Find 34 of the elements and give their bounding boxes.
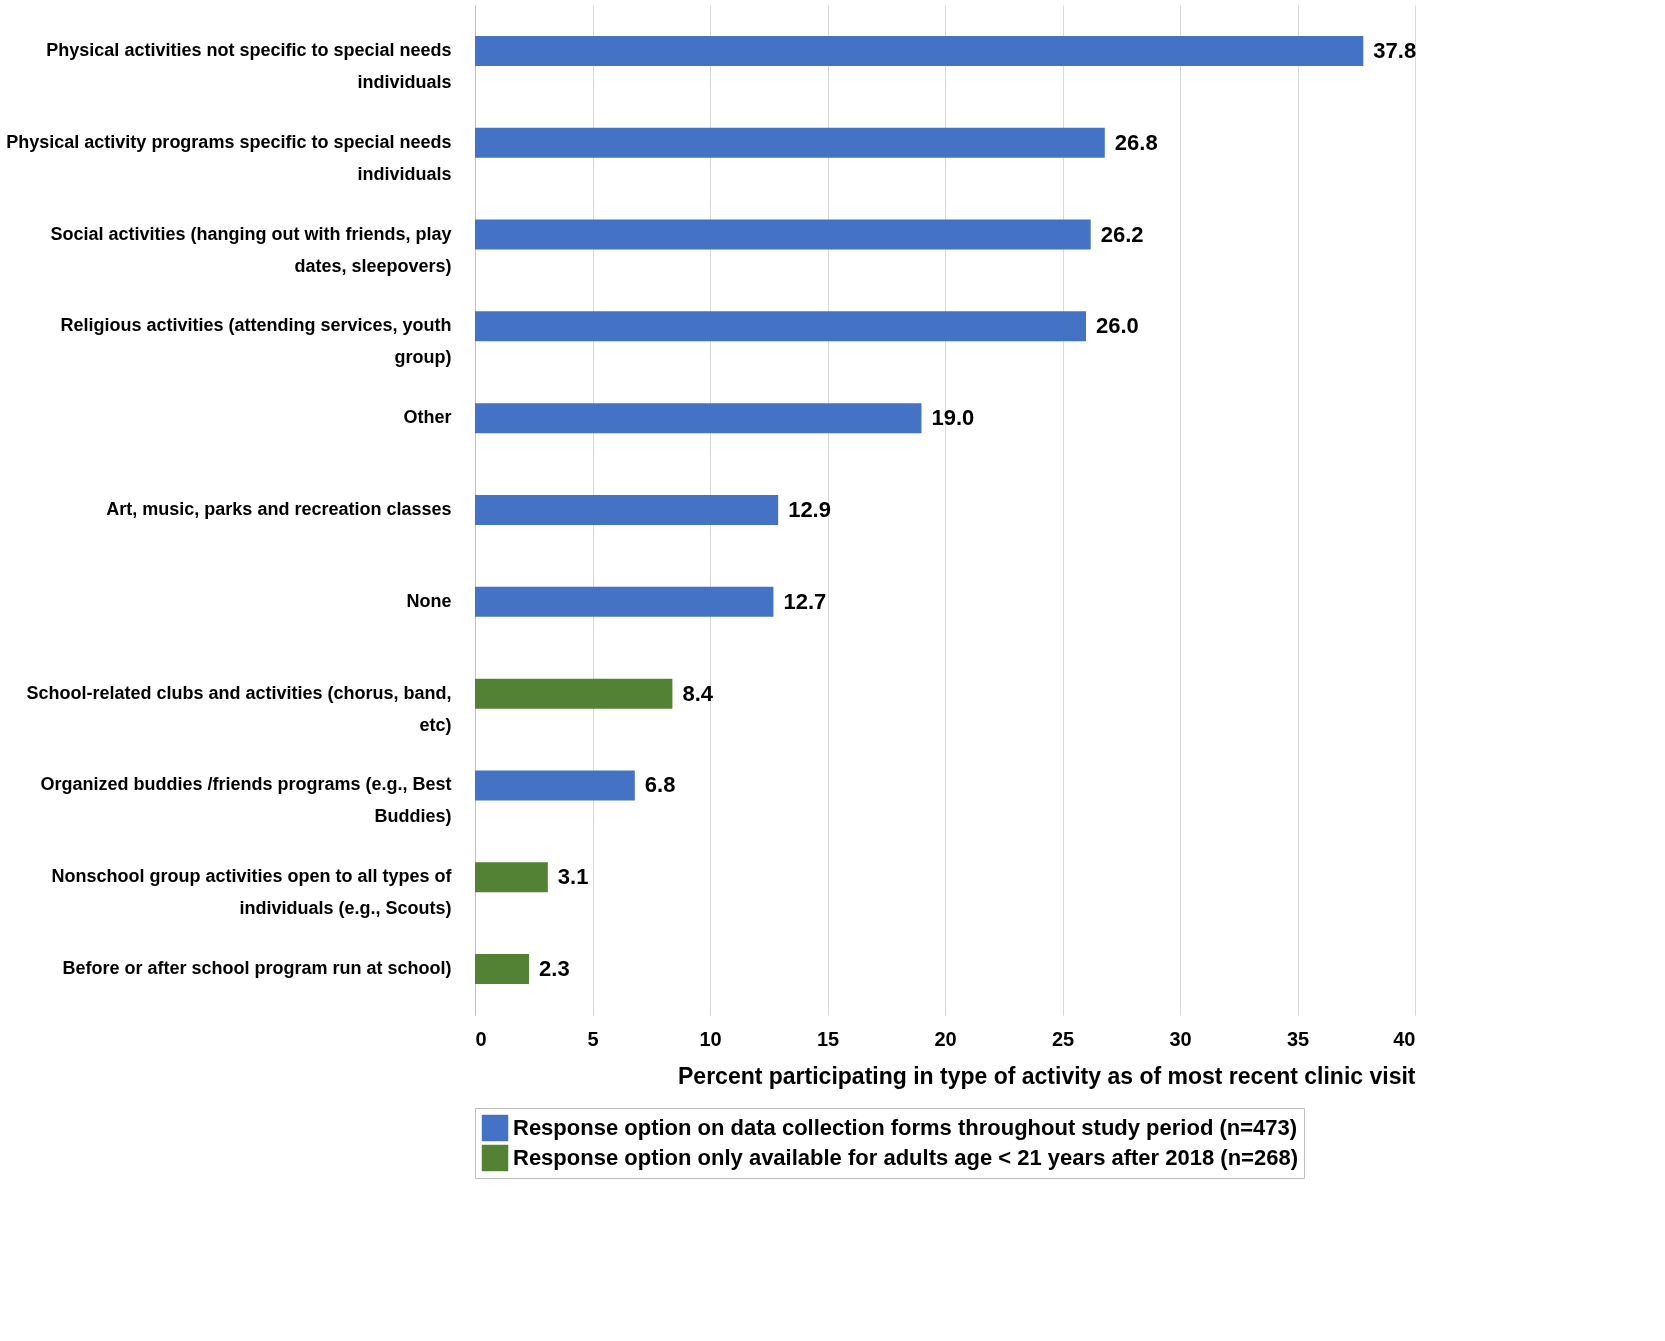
data-label: 3.1 [557, 864, 589, 890]
x-tick-label: 20 [934, 1027, 957, 1050]
data-label: 12.7 [783, 588, 827, 614]
y-tick-label: Social activities (hanging out with friends, play dates, sleepovers) [50, 223, 452, 276]
y-tick-label: School-related clubs and activities (chorus, band, etc) [26, 682, 452, 735]
y-tick-label: Physical activity programs specific to special needs individuals [6, 131, 452, 184]
data-label: 6.8 [644, 772, 676, 798]
y-tick-label: Religious activities (attending services, youth group) [60, 315, 452, 368]
x-tick-label: 15 [816, 1027, 840, 1050]
x-tick-label: 35 [1286, 1027, 1310, 1050]
y-tick-label: None [406, 590, 452, 611]
data-label: 26.2 [1100, 221, 1144, 247]
x-tick-label: 0 [475, 1027, 487, 1050]
x-tick-label: 30 [1169, 1027, 1192, 1050]
data-label: 8.4 [682, 680, 714, 706]
y-tick-label: Art, music, parks and recreation classes [106, 499, 452, 519]
y-tick-label: Nonschool group activities open to all types of individuals (e.g., Scouts) [51, 866, 453, 919]
x-tick-label: 40 [1393, 1027, 1416, 1050]
data-label: 37.8 [1373, 37, 1417, 63]
legend-label: Response option on data collection forms throughout study period (n=473) [513, 1115, 1298, 1140]
data-label: 12.9 [788, 497, 831, 522]
x-tick-label: 10 [699, 1027, 722, 1050]
data-label: 26.8 [1114, 129, 1158, 155]
x-tick-label: 5 [587, 1027, 599, 1050]
data-label: 19.0 [931, 405, 975, 431]
x-axis-title: Percent participating in type of activity as of most recent clinic visit [678, 1062, 1416, 1089]
y-tick-label: Physical activities not specific to special needs individuals [46, 39, 452, 92]
data-label: 2.3 [539, 956, 570, 982]
data-label: 26.0 [1096, 313, 1139, 339]
y-tick-label: Other [403, 407, 452, 428]
legend-label: Response option only available for adults age < 21 years after 2018 (n=268) [513, 1145, 1298, 1170]
y-tick-label: Before or after school program run at school) [62, 958, 452, 979]
x-tick-label: 25 [1051, 1027, 1075, 1050]
y-tick-label: Organized buddies /friends programs (e.g., Best Buddies) [40, 774, 452, 827]
